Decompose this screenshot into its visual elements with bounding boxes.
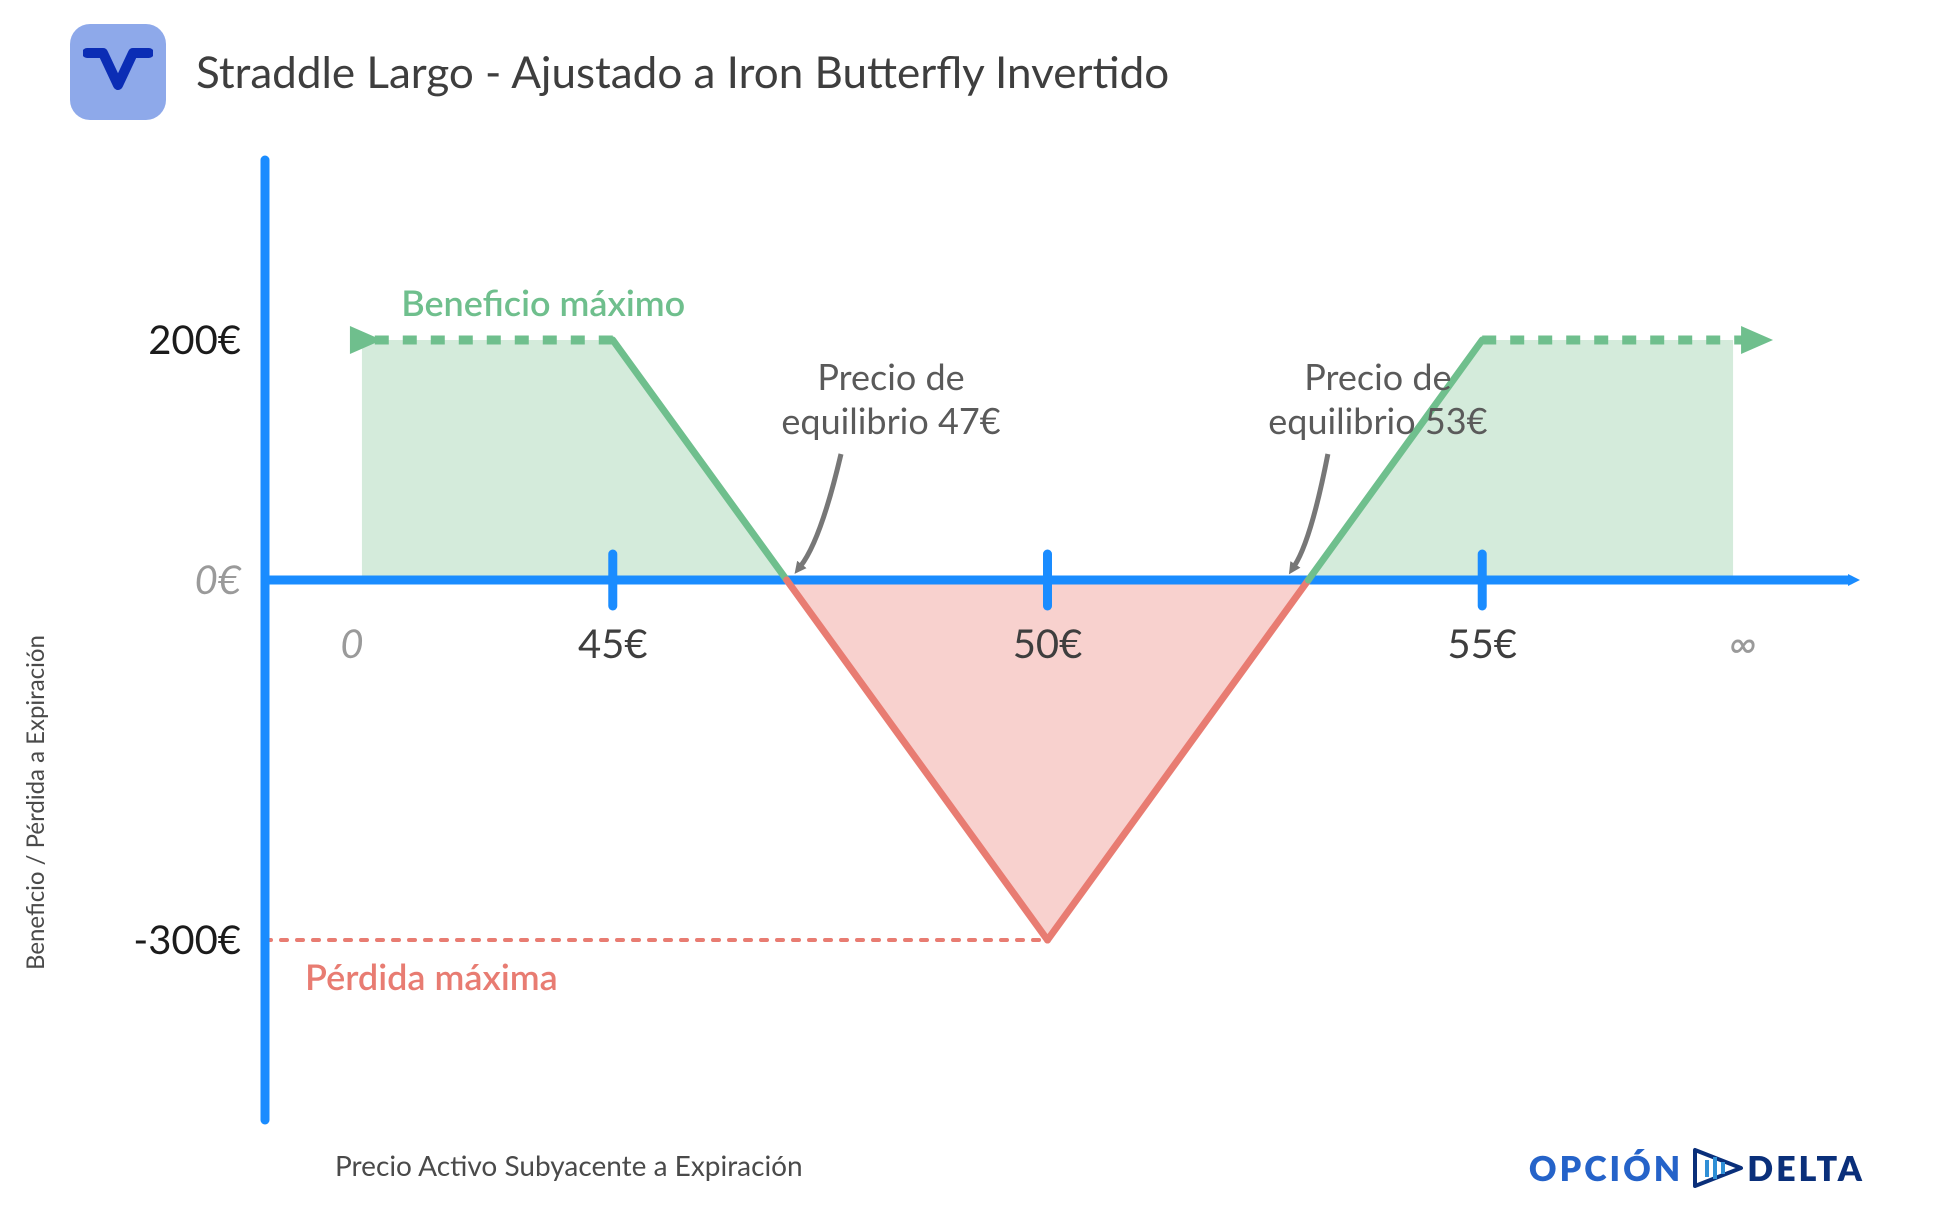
svg-text:Precio de: Precio de (1304, 354, 1451, 398)
svg-text:0€: 0€ (195, 555, 242, 603)
svg-text:200€: 200€ (148, 315, 241, 363)
svg-text:Beneficio máximo: Beneficio máximo (401, 280, 685, 324)
payoff-chart: 200€ 0€ -300€ 0 45€ 50€ 55€ ∞ Beneficio máximo Pé… (0, 0, 1955, 1230)
brand-delta-icon (1685, 1146, 1745, 1190)
brand-opcion-text: OPCIÓN (1529, 1148, 1683, 1189)
svg-text:0: 0 (340, 619, 363, 667)
svg-text:Precio de: Precio de (817, 354, 964, 398)
svg-text:equilibrio 53€: equilibrio 53€ (1268, 398, 1487, 442)
svg-text:45€: 45€ (578, 619, 648, 667)
svg-text:Pérdida máxima: Pérdida máxima (305, 954, 558, 998)
svg-text:∞: ∞ (1729, 619, 1756, 667)
brand-delta-text: DELTA (1747, 1148, 1865, 1189)
brand-logo: OPCIÓN DELTA (1529, 1146, 1865, 1190)
svg-text:equilibrio 47€: equilibrio 47€ (781, 398, 1000, 442)
svg-text:-300€: -300€ (133, 915, 241, 963)
page-root: Straddle Largo - Ajustado a Iron Butterf… (0, 0, 1955, 1230)
x-axis-label: Precio Activo Subyacente a Expiración (335, 1148, 803, 1182)
svg-text:50€: 50€ (1013, 619, 1083, 667)
svg-text:55€: 55€ (1447, 619, 1517, 667)
